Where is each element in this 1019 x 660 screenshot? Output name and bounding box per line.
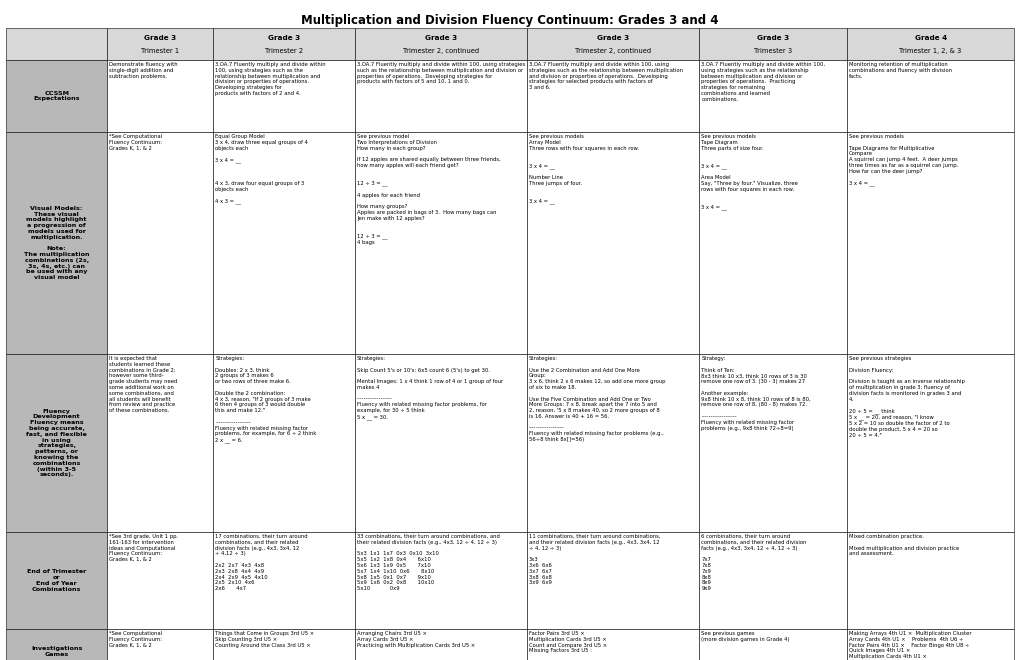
- Bar: [355, 629, 527, 660]
- Text: Trimester 2, continued: Trimester 2, continued: [575, 48, 650, 54]
- Bar: [107, 532, 213, 629]
- Text: Trimester 3: Trimester 3: [753, 48, 792, 54]
- Text: Factor Pairs 3rd U5 ×
Multiplication Cards 3rd U5 ×
Count and Compare 3rd U5 ×
M: Factor Pairs 3rd U5 × Multiplication Car…: [529, 631, 606, 653]
- Bar: [213, 60, 355, 132]
- Bar: [355, 132, 527, 354]
- Bar: [527, 28, 699, 60]
- Text: Grade 3: Grade 3: [268, 34, 300, 41]
- Text: See previous models
Array Model
Three rows with four squares in each row.


3 x : See previous models Array Model Three ro…: [529, 134, 638, 204]
- Text: See previous games
(more division games in Grade 4): See previous games (more division games …: [701, 631, 789, 642]
- Text: Demonstrate fluency with
single-digit addition and
subtraction problems.: Demonstrate fluency with single-digit ad…: [109, 62, 177, 79]
- Bar: [699, 629, 847, 660]
- Bar: [527, 132, 699, 354]
- Bar: [6, 60, 107, 132]
- Text: 33 combinations, their turn around combinations, and
their related division fact: 33 combinations, their turn around combi…: [357, 534, 499, 591]
- Text: 3.OA.7 Fluently multiply and divide within
100, using strategies such as the
rel: 3.OA.7 Fluently multiply and divide with…: [215, 62, 326, 96]
- Bar: [6, 629, 107, 660]
- Bar: [699, 532, 847, 629]
- Text: See previous models

Tape Diagrams for Multiplicative
Compare
A squirrel can jum: See previous models Tape Diagrams for Mu…: [848, 134, 958, 186]
- Text: 3.OA.7 Fluently multiply and divide within 100, using
strategies such as the rel: 3.OA.7 Fluently multiply and divide with…: [529, 62, 683, 90]
- Bar: [699, 28, 847, 60]
- Text: Grade 3: Grade 3: [756, 34, 789, 41]
- Text: Investigations
Games: Investigations Games: [31, 646, 83, 657]
- Bar: [847, 354, 1013, 532]
- Bar: [699, 354, 847, 532]
- Text: Trimester 2: Trimester 2: [265, 48, 303, 54]
- Text: Strategies:

Use the 2 Combination and Add One More
Group:
3 x 6, think 2 x 6 ma: Strategies: Use the 2 Combination and Ad…: [529, 356, 665, 442]
- Bar: [355, 532, 527, 629]
- Text: Multiplication and Division Fluency Continuum: Grades 3 and 4: Multiplication and Division Fluency Cont…: [301, 14, 718, 27]
- Bar: [213, 532, 355, 629]
- Text: Grade 4: Grade 4: [914, 34, 946, 41]
- Bar: [213, 28, 355, 60]
- Text: 3.OA.7 Fluently multiply and divide within 100, using strategies
such as the rel: 3.OA.7 Fluently multiply and divide with…: [357, 62, 525, 84]
- Text: See previous strategies

Division Fluency:

Division is taught as an inverse rel: See previous strategies Division Fluency…: [848, 356, 964, 438]
- Text: Grade 3: Grade 3: [144, 34, 176, 41]
- Bar: [699, 132, 847, 354]
- Text: Visual Models:
These visual
models highlight
a progression of
models used for
mu: Visual Models: These visual models highl…: [23, 206, 90, 280]
- Text: 3.OA.7 Fluently multiply and divide within 100,
using strategies such as the rel: 3.OA.7 Fluently multiply and divide with…: [701, 62, 824, 102]
- Text: See previous model
Two Interpretations of Division
How many in each group?

If 1: See previous model Two Interpretations o…: [357, 134, 500, 245]
- Text: 17 combinations, their turn around
combinations, and their related
division fact: 17 combinations, their turn around combi…: [215, 534, 308, 591]
- Text: See previous models
Tape Diagram
Three parts of size four.


3 x 4 = __

Area Mo: See previous models Tape Diagram Three p…: [701, 134, 797, 210]
- Text: Arranging Chairs 3rd U5 ×
Array Cards 3rd U5 ×
Practicing with Multiplication Ca: Arranging Chairs 3rd U5 × Array Cards 3r…: [357, 631, 475, 647]
- Text: Grade 3: Grade 3: [596, 34, 629, 41]
- Bar: [355, 354, 527, 532]
- Bar: [213, 629, 355, 660]
- Bar: [355, 60, 527, 132]
- Text: *See 3rd grade, Unit 1 pp.
161-163 for intervention
ideas and Computational
Flue: *See 3rd grade, Unit 1 pp. 161-163 for i…: [109, 534, 178, 562]
- Bar: [6, 532, 107, 629]
- Bar: [107, 28, 213, 60]
- Bar: [527, 354, 699, 532]
- Text: Monitoring retention of multiplication
combinations and fluency with division
fa: Monitoring retention of multiplication c…: [848, 62, 951, 79]
- Bar: [107, 60, 213, 132]
- Text: *See Computational
Fluency Continuum:
Grades K, 1, & 2: *See Computational Fluency Continuum: Gr…: [109, 631, 162, 647]
- Text: Mixed combination practice.

Mixed multiplication and division practice
and asse: Mixed combination practice. Mixed multip…: [848, 534, 959, 556]
- Bar: [847, 60, 1013, 132]
- Bar: [527, 60, 699, 132]
- Bar: [6, 132, 107, 354]
- Bar: [847, 629, 1013, 660]
- Text: Making Arrays 4th U1 ×  Multiplication Cluster
Array Cards 4th U1 ×    Problems : Making Arrays 4th U1 × Multiplication Cl…: [848, 631, 971, 660]
- Text: Equal Group Model
3 x 4, draw three equal groups of 4
objects each

3 x 4 = __

: Equal Group Model 3 x 4, draw three equa…: [215, 134, 308, 204]
- Text: Strategy:

Think of Ten:
8x3 think 10 x3, think 10 rows of 3 is 30
remove one ro: Strategy: Think of Ten: 8x3 think 10 x3,…: [701, 356, 810, 430]
- Bar: [107, 354, 213, 532]
- Text: Strategies:

Skip Count 5's or 10's: 6x5 count 6 (5's) to get 30.

Mental Images: Strategies: Skip Count 5's or 10's: 6x5 …: [357, 356, 502, 420]
- Text: It is expected that
students learned these
combinations in Grade 2;
however some: It is expected that students learned the…: [109, 356, 177, 413]
- Text: CCSSM
Expectations: CCSSM Expectations: [34, 90, 79, 102]
- Text: Trimester 1: Trimester 1: [142, 48, 179, 54]
- Text: Fluency
Development
Fluency means
being accurate,
fast, and flexible
in using
st: Fluency Development Fluency means being …: [26, 409, 87, 477]
- Bar: [847, 532, 1013, 629]
- Bar: [847, 28, 1013, 60]
- Bar: [699, 60, 847, 132]
- Text: 6 combinations, their turn around
combinations, and their related division
facts: 6 combinations, their turn around combin…: [701, 534, 806, 591]
- Bar: [527, 629, 699, 660]
- Bar: [213, 354, 355, 532]
- Text: Trimester 1, 2, & 3: Trimester 1, 2, & 3: [899, 48, 961, 54]
- Text: Things that Come in Groups 3rd U5 ×
Skip Counting 3rd U5 ×
Counting Around the C: Things that Come in Groups 3rd U5 × Skip…: [215, 631, 314, 647]
- Text: 11 combinations, their turn around combinations,
and their related division fact: 11 combinations, their turn around combi…: [529, 534, 660, 585]
- Bar: [107, 132, 213, 354]
- Bar: [847, 132, 1013, 354]
- Text: Strategies:

Doubles: 2 x 3, think
2 groups of 3 makes 6
or two rows of three ma: Strategies: Doubles: 2 x 3, think 2 grou…: [215, 356, 317, 443]
- Bar: [6, 28, 107, 60]
- Text: End of Trimester
or
End of Year
Combinations: End of Trimester or End of Year Combinat…: [26, 570, 87, 592]
- Bar: [355, 28, 527, 60]
- Bar: [213, 132, 355, 354]
- Bar: [527, 532, 699, 629]
- Bar: [6, 354, 107, 532]
- Bar: [107, 629, 213, 660]
- Text: Grade 3: Grade 3: [425, 34, 457, 41]
- Text: Trimester 2, continued: Trimester 2, continued: [403, 48, 479, 54]
- Text: *See Computational
Fluency Continuum:
Grades K, 1, & 2: *See Computational Fluency Continuum: Gr…: [109, 134, 162, 150]
